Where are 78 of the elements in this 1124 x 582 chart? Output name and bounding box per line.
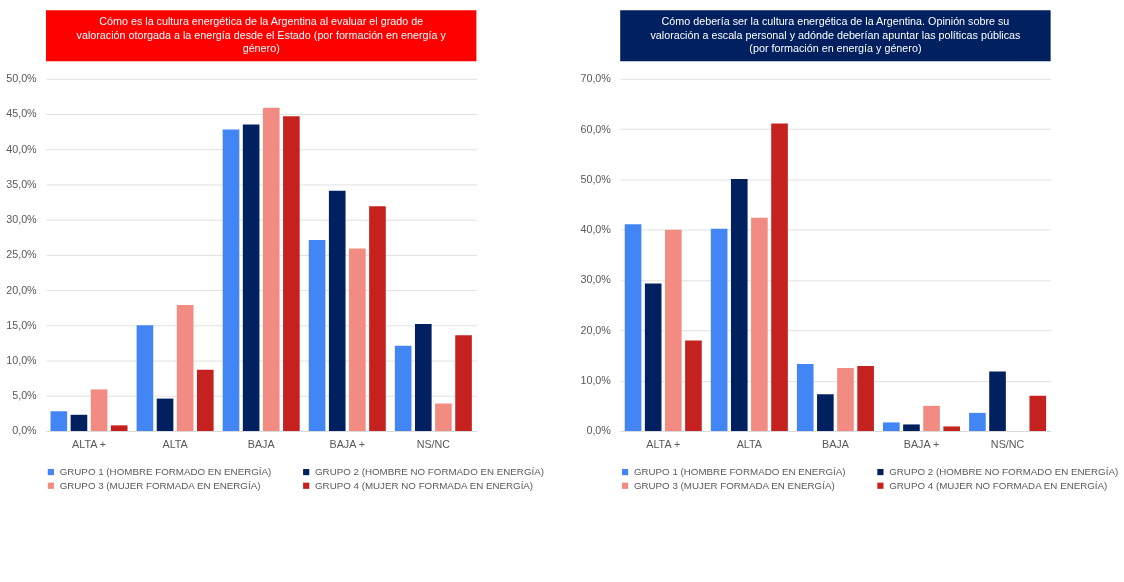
bar bbox=[414, 323, 432, 431]
y-tick-label: 30,0% bbox=[580, 273, 612, 286]
y-tick-label: 30,0% bbox=[6, 213, 38, 226]
bar bbox=[644, 283, 662, 431]
y-tick-label: 35,0% bbox=[6, 177, 38, 190]
y-tick-label: 0,0% bbox=[586, 424, 612, 437]
bar bbox=[369, 206, 386, 431]
bar bbox=[349, 248, 366, 431]
bar bbox=[70, 414, 88, 431]
bar bbox=[196, 369, 214, 431]
bar bbox=[328, 190, 346, 431]
y-tick-label: 10,0% bbox=[6, 353, 38, 366]
x-tick-label: ALTA + bbox=[646, 438, 681, 451]
y-tick-label: 50,0% bbox=[6, 72, 38, 85]
bar bbox=[283, 116, 300, 431]
bar bbox=[156, 398, 174, 431]
y-tick-label: 20,0% bbox=[580, 323, 612, 336]
bar bbox=[1029, 395, 1047, 431]
chart-title: Cómo debería ser la cultura energética de la Argentina. Opinión sobre su valoración a escala personal y adónde deberían apuntar las políticas públicas (por formación en energía y género) bbox=[650, 15, 1021, 55]
legend-label: GRUPO 1 (HOMBRE FORMADO EN ENERGÍA) bbox=[633, 466, 846, 478]
bar bbox=[989, 371, 1006, 431]
x-tick-label: BAJA bbox=[821, 438, 850, 451]
bar bbox=[817, 394, 834, 431]
x-tick-label: ALTA + bbox=[72, 438, 106, 451]
x-tick-label: BAJA bbox=[247, 438, 276, 451]
legend-label: GRUPO 2 (HOMBRE NO FORMADO EN ENERGÍA) bbox=[889, 466, 1119, 478]
x-tick-label: BAJA + bbox=[329, 438, 366, 451]
y-tick-label: 25,0% bbox=[6, 248, 38, 261]
bar bbox=[176, 304, 194, 431]
y-tick-label: 20,0% bbox=[6, 283, 38, 296]
bar bbox=[730, 178, 748, 431]
y-tick-label: 10,0% bbox=[580, 374, 612, 387]
bar bbox=[685, 340, 702, 431]
y-tick-label: 60,0% bbox=[580, 122, 612, 135]
bar bbox=[751, 217, 768, 431]
bar bbox=[136, 325, 154, 431]
x-tick-label: NS/NC bbox=[416, 438, 451, 451]
y-tick-label: 0,0% bbox=[12, 424, 38, 437]
bar bbox=[664, 229, 682, 431]
y-tick-label: 15,0% bbox=[6, 318, 38, 331]
x-tick-label: ALTA bbox=[736, 438, 763, 451]
bar bbox=[903, 424, 920, 431]
legend-label: GRUPO 1 (HOMBRE FORMADO EN ENERGÍA) bbox=[59, 466, 272, 478]
bar bbox=[50, 411, 68, 431]
legend-label: GRUPO 4 (MUJER NO FORMADA EN ENERGÍA) bbox=[889, 479, 1108, 491]
bar bbox=[771, 123, 788, 431]
y-tick-label: 5,0% bbox=[12, 389, 38, 402]
bar bbox=[883, 422, 900, 431]
bar bbox=[222, 129, 240, 431]
bar bbox=[435, 403, 452, 431]
bar bbox=[796, 364, 814, 431]
bar bbox=[837, 368, 854, 431]
bar bbox=[710, 228, 728, 431]
bar bbox=[969, 412, 986, 431]
y-tick-label: 40,0% bbox=[6, 142, 38, 155]
legend-label: GRUPO 4 (MUJER NO FORMADA EN ENERGÍA) bbox=[314, 479, 534, 491]
chart-title: Cómo es la cultura energética de la Argentina al evaluar el grado de valoración otorgada a la energía desde el Estado (por formación en energía y género) bbox=[76, 15, 447, 55]
x-tick-label: BAJA + bbox=[903, 438, 940, 451]
y-tick-label: 40,0% bbox=[580, 223, 612, 236]
bar bbox=[242, 124, 260, 431]
x-tick-label: NS/NC bbox=[990, 438, 1025, 451]
bar bbox=[923, 405, 940, 431]
y-tick-label: 70,0% bbox=[580, 72, 612, 85]
legend-label: GRUPO 3 (MUJER FORMADA EN ENERGÍA) bbox=[59, 479, 261, 491]
legend-label: GRUPO 2 (HOMBRE NO FORMADO EN ENERGÍA) bbox=[314, 466, 544, 478]
x-tick-label: ALTA bbox=[162, 438, 189, 451]
bar bbox=[624, 224, 642, 431]
bar bbox=[394, 345, 412, 431]
legend-label: GRUPO 3 (MUJER FORMADA EN ENERGÍA) bbox=[633, 479, 835, 491]
bar bbox=[262, 107, 280, 431]
y-tick-label: 50,0% bbox=[580, 172, 612, 185]
bar bbox=[857, 366, 874, 431]
y-tick-label: 45,0% bbox=[6, 107, 38, 120]
bar bbox=[308, 240, 326, 431]
bar bbox=[943, 426, 960, 431]
bar bbox=[110, 425, 128, 431]
bar bbox=[455, 335, 472, 431]
bar bbox=[90, 389, 108, 431]
